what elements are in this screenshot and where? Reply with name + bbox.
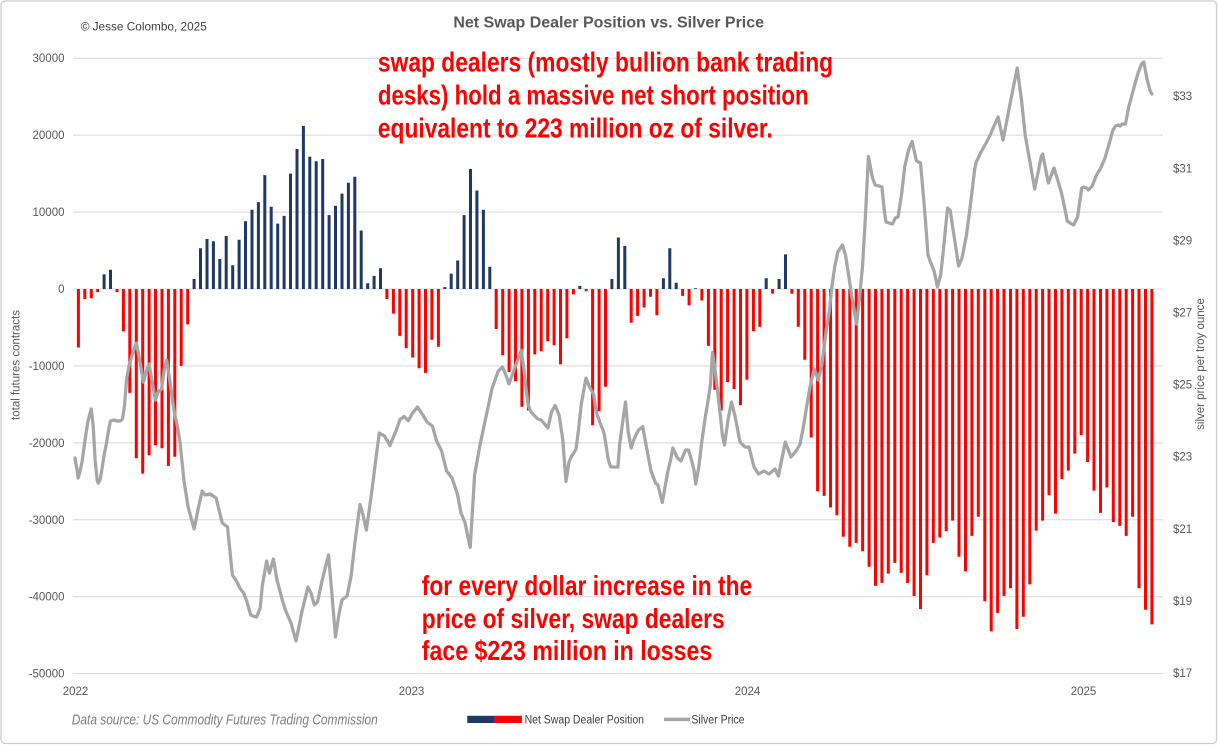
svg-text:-50000: -50000 (29, 669, 65, 681)
svg-text:swap dealers (mostly bullion b: swap dealers (mostly bullion bank tradin… (378, 47, 833, 78)
svg-text:price of silver, swap dealers: price of silver, swap dealers (422, 603, 725, 634)
svg-text:Net Swap Dealer Position: Net Swap Dealer Position (525, 715, 644, 727)
svg-text:equivalent to 223 million oz o: equivalent to 223 million oz of silver. (378, 112, 773, 143)
svg-text:$21: $21 (1173, 524, 1192, 536)
svg-text:Net Swap Dealer Position vs. S: Net Swap Dealer Position vs. Silver Pric… (453, 15, 764, 32)
svg-text:$19: $19 (1173, 596, 1192, 608)
svg-text:$33: $33 (1173, 91, 1192, 103)
svg-text:2025: 2025 (1071, 686, 1097, 698)
svg-text:silver price per troy ounce: silver price per troy ounce (1195, 298, 1207, 430)
svg-text:20000: 20000 (33, 130, 65, 142)
svg-text:30000: 30000 (33, 53, 65, 65)
svg-text:2023: 2023 (399, 686, 425, 698)
svg-text:Data source: US Commodity Futu: Data source: US Commodity Futures Tradin… (72, 713, 378, 729)
svg-text:© Jesse Colombo, 2025: © Jesse Colombo, 2025 (81, 20, 208, 34)
svg-text:desks) hold a massive net shor: desks) hold a massive net short position (378, 80, 809, 111)
svg-text:$23: $23 (1173, 452, 1192, 464)
svg-text:$29: $29 (1173, 235, 1192, 247)
svg-text:-30000: -30000 (29, 515, 65, 527)
svg-text:-10000: -10000 (29, 361, 65, 373)
svg-text:face $223 million in losses: face $223 million in losses (422, 635, 712, 666)
svg-text:2024: 2024 (735, 686, 761, 698)
svg-text:$27: $27 (1173, 308, 1192, 320)
svg-text:2022: 2022 (63, 686, 89, 698)
svg-text:$31: $31 (1173, 163, 1192, 175)
svg-text:total futures contracts: total futures contracts (11, 310, 23, 420)
svg-text:$17: $17 (1173, 668, 1192, 680)
svg-text:-40000: -40000 (29, 592, 65, 604)
svg-text:Silver Price: Silver Price (691, 715, 744, 727)
svg-text:10000: 10000 (33, 207, 65, 219)
svg-text:0: 0 (58, 284, 64, 296)
svg-text:for every dollar increase in t: for every dollar increase in the (422, 570, 752, 601)
svg-text:-20000: -20000 (29, 438, 65, 450)
svg-text:$25: $25 (1173, 380, 1192, 392)
